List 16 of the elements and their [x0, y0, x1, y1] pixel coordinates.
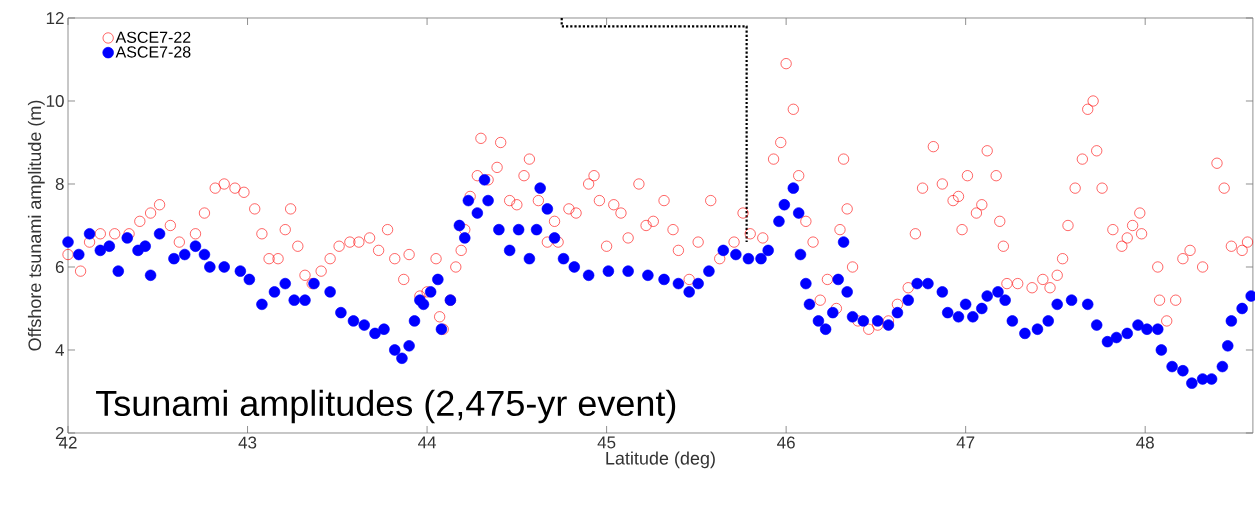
y-axis-title: Offshore tsunami amplitude (m)	[27, 100, 45, 351]
legend-label: ASCE7-22	[115, 31, 191, 43]
x-tick-label: 47	[956, 436, 975, 449]
y-tick-label: 8	[55, 177, 64, 191]
y-tick-label: 12	[46, 12, 64, 24]
x-tick-label: 45	[597, 436, 616, 449]
y-tick-label: 10	[46, 94, 64, 108]
x-tick-label: 44	[418, 436, 437, 449]
x-tick-label: 48	[1136, 436, 1154, 449]
y-tick-label: 4	[55, 344, 64, 356]
y-tick-label: 6	[55, 260, 64, 274]
x-tick-label: 46	[777, 436, 795, 449]
annotation: Tsunami amplitudes (2,475-yr event)	[96, 389, 676, 424]
legend-label: ASCE7-28	[115, 46, 191, 58]
x-axis-title: Latitude (deg)	[606, 451, 715, 469]
x-tick-label: 43	[238, 436, 257, 449]
